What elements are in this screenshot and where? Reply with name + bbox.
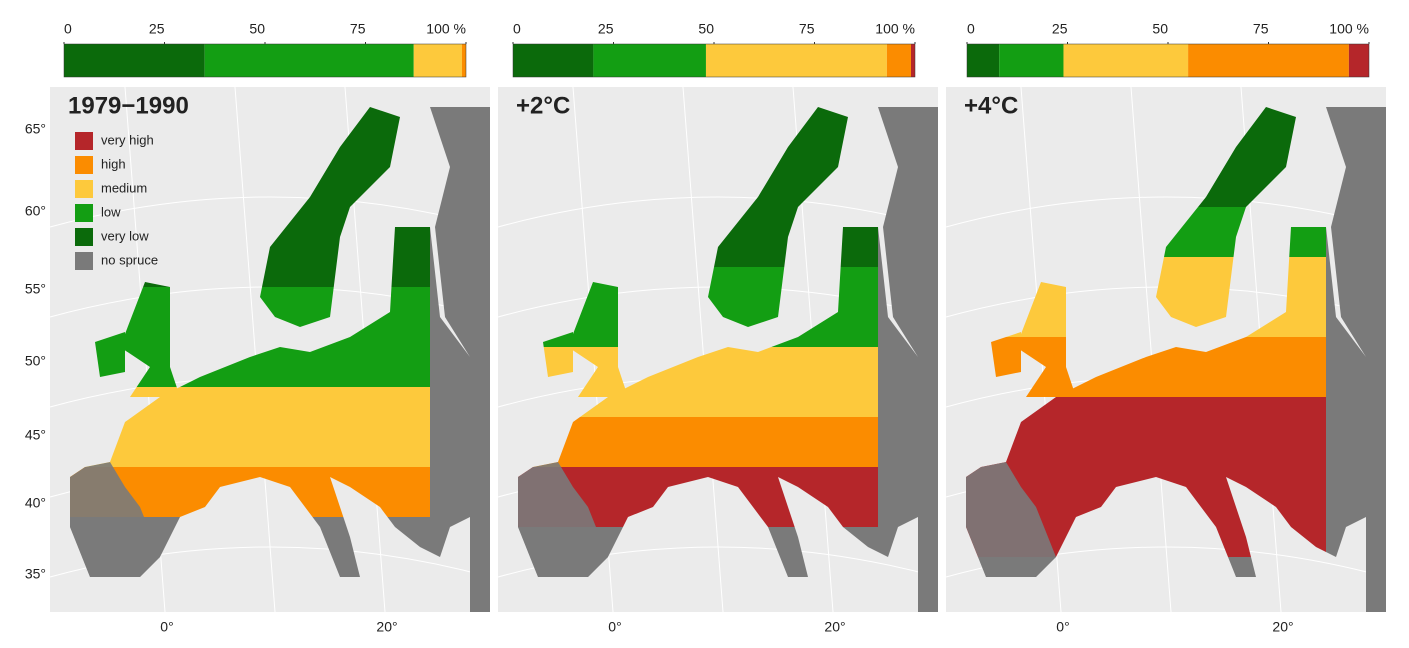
graticule [497, 196, 939, 228]
legend-swatch [75, 252, 93, 270]
lon-label: 0° [1056, 619, 1069, 635]
scale-tick-label: 100 % [426, 21, 466, 37]
share-segment [1063, 44, 1189, 77]
lat-label: 65° [25, 121, 46, 137]
lat-label: 45° [25, 427, 46, 443]
legend-label: medium [101, 180, 147, 195]
panel-title: +2°C [516, 92, 570, 119]
scale-tick-label: 25 [1052, 21, 1068, 37]
share-segment [64, 44, 205, 77]
scale-tick-label: 25 [149, 21, 165, 37]
lat-label: 55° [25, 281, 46, 297]
legend-label: very high [101, 132, 154, 147]
lat-label: 50° [25, 353, 46, 369]
scale-tick-label: 0 [967, 21, 975, 37]
graticule [49, 196, 491, 228]
scale-tick-label: 75 [1253, 21, 1269, 37]
lon-label: 20° [1272, 619, 1293, 635]
scale-tick-label: 0 [513, 21, 521, 37]
legend-swatch [75, 156, 93, 174]
share-segment [461, 44, 466, 77]
legend-swatch [75, 180, 93, 198]
legend: very high high medium low very low no spruce [75, 132, 158, 270]
share-segment [1188, 44, 1349, 77]
iberia [518, 462, 608, 577]
legend-swatch [75, 204, 93, 222]
share-segment [967, 44, 1000, 77]
lon-label: 0° [608, 619, 621, 635]
scale-tick-label: 0 [64, 21, 72, 37]
legend-label: very low [101, 228, 149, 243]
lat-label: 60° [25, 203, 46, 219]
legend-label: no spruce [101, 252, 158, 267]
legend-label: low [101, 204, 121, 219]
lon-label: 0° [160, 619, 173, 635]
map-panel: +4°C [945, 86, 1387, 613]
share-segment [1348, 44, 1369, 77]
scale-tick-label: 50 [698, 21, 714, 37]
graticule [945, 196, 1387, 228]
legend-swatch [75, 132, 93, 150]
scale-tick-label: 25 [598, 21, 614, 37]
iberia [966, 462, 1056, 577]
map-panel: +2°C [497, 86, 939, 613]
share-segment [886, 44, 911, 77]
lon-label: 20° [824, 619, 845, 635]
panel-title: +4°C [964, 92, 1018, 119]
legend-label: high [101, 156, 126, 171]
graticule [1130, 86, 1172, 613]
legend-swatch [75, 228, 93, 246]
scale-tick-label: 75 [799, 21, 815, 37]
scale-tick-label: 100 % [875, 21, 915, 37]
share-segment [910, 44, 915, 77]
share-segment [999, 44, 1064, 77]
scale-tick-label: 75 [350, 21, 366, 37]
panel-title: 1979−1990 [68, 92, 189, 119]
graticule [682, 86, 724, 613]
share-segment [413, 44, 462, 77]
lat-label: 35° [25, 566, 46, 582]
share-segment [593, 44, 706, 77]
land-band [518, 417, 878, 467]
scale-tick-label: 50 [1152, 21, 1168, 37]
share-segment [204, 44, 414, 77]
lat-label: 40° [25, 495, 46, 511]
iberia [70, 462, 160, 577]
scale-tick-label: 50 [249, 21, 265, 37]
share-segment [513, 44, 594, 77]
lon-label: 20° [376, 619, 397, 635]
graticule [234, 86, 276, 613]
share-segment [705, 44, 887, 77]
scale-tick-label: 100 % [1329, 21, 1369, 37]
map-panel: 1979−1990 [49, 86, 491, 613]
